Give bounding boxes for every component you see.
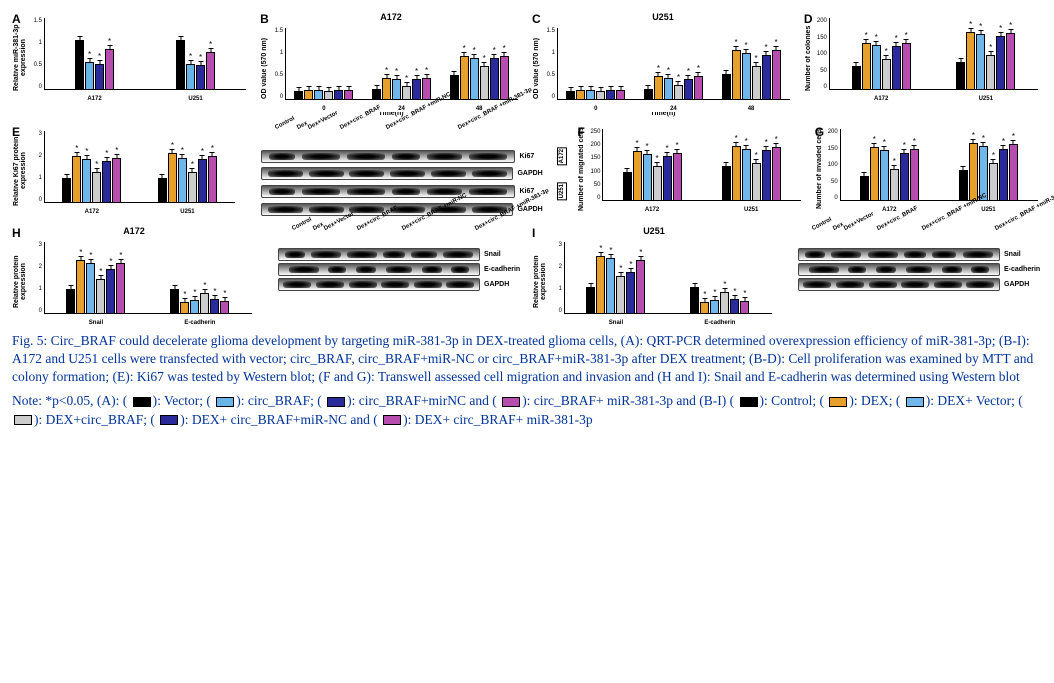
note-text: ): DEX+ Vector; ( — [926, 393, 1023, 408]
swatch-icon — [327, 397, 345, 407]
panel-H: H A172 Relative protein expression 0123*… — [12, 226, 256, 326]
note-text: ): DEX+circ_BRAF; ( — [34, 412, 155, 427]
swatch-icon — [383, 415, 401, 425]
chart: 050100150200250**********A172U251 — [586, 125, 804, 213]
chart: 0123**********SnailE-cadherin — [548, 238, 776, 326]
ylabel: OD value (570 nm) — [532, 24, 541, 112]
panel-D: D Number of colonies 050100150200*******… — [804, 12, 1042, 117]
panel-B: B A172 OD value (570 nm) 00.511.5*******… — [260, 12, 522, 117]
swatch-icon — [14, 415, 32, 425]
panel-title: U251 — [532, 12, 794, 22]
note-text: ): circ_BRAF+ miR-381-3p and (B-I) ( — [522, 393, 734, 408]
ylabel: Relative Ki67 protein expression — [12, 127, 28, 215]
panel-I-blot: ControlDexDex+VectorDex+circ_BRAFDex+cir… — [786, 226, 1042, 326]
panel-E: E Relative Ki67 protein expression 0123*… — [12, 125, 239, 218]
chart: 050100150200**********A172U251 — [824, 125, 1042, 213]
note-text: ): DEX+ circ_BRAF+ miR-381-3p — [403, 412, 593, 427]
chart: 00.511.5**********02448 — [269, 24, 522, 112]
western-blot: ControlDexDex+VectorDex+circ_BRAFDex+cir… — [786, 226, 1042, 293]
panel-I: I U251 Relative protein expression 0123*… — [532, 226, 776, 326]
panel-F: F Number of migrated cells 0501001502002… — [577, 125, 804, 218]
ylabel: Number of invaded cells — [815, 125, 824, 213]
swatch-icon — [216, 397, 234, 407]
swatch-icon — [906, 397, 924, 407]
ylabel: Relative protein expression — [12, 238, 28, 326]
panel-A: A Relative miR-381-3p expression 00.511.… — [12, 12, 250, 117]
chart: 050100150200**********A172U251 — [813, 14, 1042, 102]
chart: 00.511.5******A172U251 — [28, 14, 250, 102]
note-text: Note: *p<0.05, (A): ( — [12, 393, 127, 408]
chart: 0123**********SnailE-cadherin — [28, 238, 256, 326]
swatch-icon — [502, 397, 520, 407]
panel-title: A172 — [260, 12, 522, 22]
panel-G: G Number of invaded cells 050100150200**… — [815, 125, 1042, 218]
note-text: ): DEX+ circ_BRAF+miR-NC and ( — [180, 412, 377, 427]
panel-title: A172 — [12, 226, 256, 236]
note-text: ): DEX; ( — [849, 393, 900, 408]
ylabel: Relative protein expression — [532, 238, 548, 326]
ylabel: Number of migrated cells — [577, 125, 586, 213]
ylabel: Relative miR-381-3p expression — [12, 14, 28, 102]
caption-note: Note: *p<0.05, (A): ( ): Vector; ( ): ci… — [12, 392, 1042, 428]
panel-H-blot: ControlDexDex+VectorDex+circ_BRAFDex+cir… — [266, 226, 522, 326]
caption-main: Fig. 5: Circ_BRAF could decelerate gliom… — [12, 332, 1042, 387]
figure-caption: Fig. 5: Circ_BRAF could decelerate gliom… — [12, 332, 1042, 429]
note-text: ): Vector; ( — [153, 393, 211, 408]
swatch-icon — [160, 415, 178, 425]
note-text: ): Control; ( — [760, 393, 825, 408]
swatch-icon — [133, 397, 151, 407]
swatch-icon — [740, 397, 758, 407]
panel-C: C U251 OD value (570 nm) 00.511.5*******… — [532, 12, 794, 117]
western-blot: ControlDexDex+VectorDex+circ_BRAFDex+cir… — [266, 226, 522, 293]
note-text: ): circ_BRAF; ( — [236, 393, 322, 408]
ylabel: OD value (570 nm) — [260, 24, 269, 112]
chart: 0123**********A172U251 — [28, 127, 239, 215]
chart: 00.511.5**********02448 — [541, 24, 794, 112]
ylabel: Number of colonies — [804, 14, 813, 102]
swatch-icon — [829, 397, 847, 407]
panel-title: U251 — [532, 226, 776, 236]
note-text: ): circ_BRAF+mirNC and ( — [347, 393, 497, 408]
